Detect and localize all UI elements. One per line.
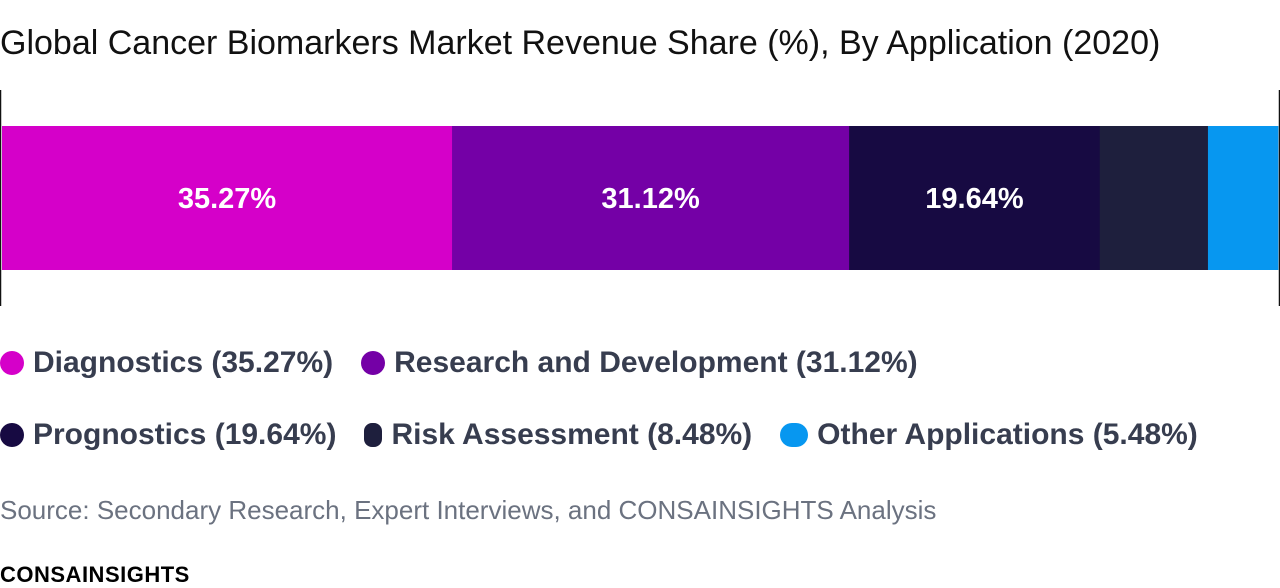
legend-label-diagnostics: Diagnostics (35.27%)	[33, 346, 334, 379]
legend-swatch-other-applications	[780, 423, 809, 447]
legend-label-research-and-development: Research and Development (31.12%)	[394, 346, 918, 379]
legend-item-diagnostics[interactable]: Diagnostics (35.27%)	[0, 346, 333, 380]
stacked-bar-chart: 35.27% 31.12% 19.64%	[0, 90, 1280, 306]
legend-item-other-applications[interactable]: Other Applications (5.48%)	[780, 418, 1198, 452]
legend-item-prognostics[interactable]: Prognostics (19.64%)	[0, 418, 336, 452]
legend-swatch-diagnostics	[0, 351, 24, 375]
legend-swatch-prognostics	[0, 423, 24, 447]
bar-segment-research-and-development[interactable]	[452, 126, 850, 270]
legend-label-prognostics: Prognostics (19.64%)	[33, 418, 337, 451]
legend-swatch-risk-assessment	[364, 423, 383, 447]
source-note: Source: Secondary Research, Expert Inter…	[0, 495, 937, 525]
data-label-prognostics: 19.64%	[925, 183, 1024, 215]
bar-segment-prognostics[interactable]	[849, 126, 1101, 270]
bar-segment-risk-assessment[interactable]	[1099, 126, 1209, 270]
bar-segment-other-applications[interactable]	[1207, 126, 1279, 270]
legend-item-research-and-development[interactable]: Research and Development (31.12%)	[361, 346, 918, 380]
legend-label-other-applications: Other Applications (5.48%)	[817, 418, 1198, 451]
chart-title: Global Cancer Biomarkers Market Revenue …	[0, 24, 1161, 62]
brand-logo-text: CONSAINSIGHTS	[0, 562, 190, 587]
legend-item-risk-assessment[interactable]: Risk Assessment (8.48%)	[364, 418, 752, 452]
legend-row-1: Diagnostics (35.27%) Research and Develo…	[0, 340, 1280, 386]
chart-area: 35.27% 31.12% 19.64%	[0, 90, 1280, 306]
data-label-research-and-development: 31.12%	[601, 183, 700, 215]
legend-swatch-research-and-development	[361, 351, 386, 375]
legend: Diagnostics (35.27%) Research and Develo…	[0, 340, 1280, 484]
data-label-diagnostics: 35.27%	[178, 183, 277, 215]
bar-segment-diagnostics[interactable]	[2, 126, 453, 270]
legend-label-risk-assessment: Risk Assessment (8.48%)	[391, 418, 753, 451]
legend-row-2: Prognostics (19.64%) Risk Assessment (8.…	[0, 412, 1280, 458]
